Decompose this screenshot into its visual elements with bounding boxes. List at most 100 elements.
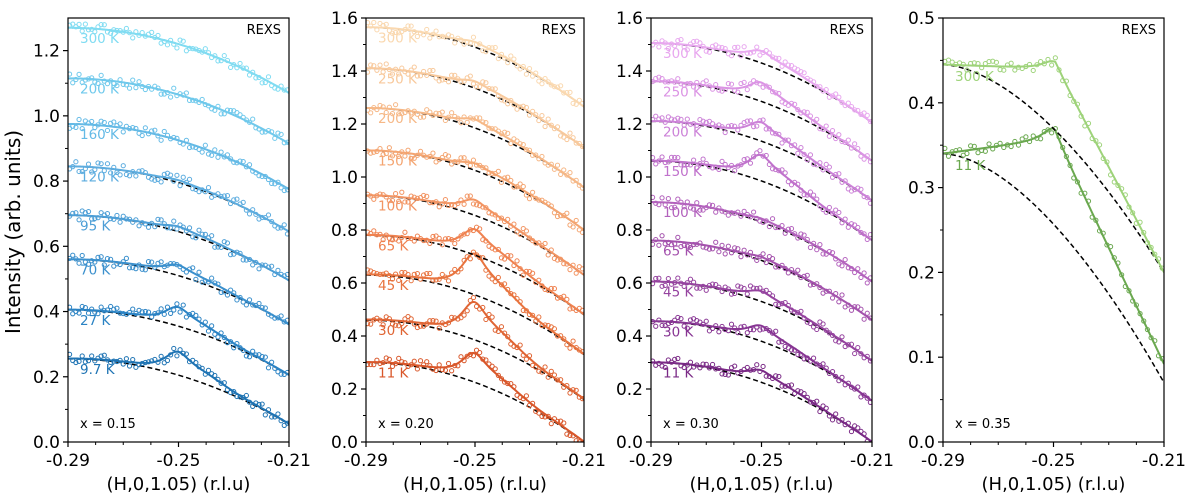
data-point (439, 242, 445, 248)
data-point (1144, 326, 1151, 333)
data-point (190, 186, 196, 192)
data-point (1074, 179, 1081, 185)
data-point (259, 129, 265, 135)
composition-label: x = 0.15 (80, 417, 136, 432)
data-point (867, 358, 872, 364)
data-point (234, 297, 240, 303)
data-point (205, 185, 212, 191)
data-point (1141, 318, 1147, 324)
data-point (227, 252, 234, 258)
data-point (389, 363, 396, 369)
data-point (458, 79, 464, 85)
data-point (798, 351, 804, 358)
data-point (542, 322, 548, 328)
data-point (224, 107, 231, 113)
data-point (168, 172, 174, 178)
data-point (1159, 265, 1164, 271)
data-point (377, 191, 383, 197)
data-point (773, 131, 779, 137)
data-point (130, 77, 136, 83)
data-point (377, 145, 383, 152)
data-point (722, 161, 728, 168)
data-point (697, 240, 703, 246)
data-point (149, 176, 155, 182)
data-point (659, 154, 665, 160)
data-point (111, 358, 117, 364)
series-250k (651, 74, 872, 165)
data-point (579, 307, 584, 313)
data-point (975, 61, 981, 67)
data-point (405, 23, 411, 29)
y-tick-label: 0.8 (33, 172, 60, 192)
data-point (807, 399, 814, 405)
data-point (1144, 239, 1151, 246)
data-point (526, 353, 533, 359)
data-point (199, 49, 205, 55)
data-point (517, 141, 523, 147)
data-point (514, 296, 520, 302)
y-tick-label: 0.1 (908, 348, 935, 368)
data-point (498, 255, 505, 261)
data-point (427, 318, 433, 324)
data-point (576, 182, 582, 188)
data-point (810, 355, 817, 361)
data-point (92, 167, 98, 173)
data-point (139, 132, 145, 139)
data-point (130, 35, 136, 41)
data-point (417, 114, 424, 120)
data-point (1001, 67, 1007, 73)
data-point (243, 207, 249, 213)
data-point (855, 344, 861, 351)
data-point (436, 235, 442, 241)
data-point (782, 265, 788, 272)
data-point (576, 140, 582, 147)
data-point (511, 184, 517, 190)
series-100k (651, 194, 872, 286)
data-point (68, 351, 73, 357)
data-point (573, 387, 579, 393)
data-point (1012, 138, 1018, 145)
data-point (554, 84, 561, 90)
series-70k (68, 252, 289, 326)
data-point (164, 304, 171, 310)
plot-area (943, 55, 1164, 384)
data-point (411, 271, 417, 277)
data-point (489, 276, 495, 282)
data-point (564, 172, 570, 178)
data-point (458, 315, 464, 321)
data-point (246, 399, 253, 405)
data-point (284, 87, 289, 93)
data-point (68, 22, 73, 28)
data-point (234, 393, 240, 400)
y-tick-label: 0.6 (33, 237, 60, 257)
data-point (536, 197, 542, 203)
data-point (183, 137, 189, 143)
data-point (193, 235, 199, 241)
data-point (706, 246, 713, 252)
y-tick-label: 1.2 (616, 115, 643, 135)
data-point (120, 129, 126, 135)
data-point (829, 250, 836, 256)
data-point (164, 357, 171, 364)
data-point (489, 211, 495, 217)
data-point (656, 202, 662, 208)
data-point (76, 116, 82, 123)
data-point (694, 362, 700, 368)
data-point (452, 266, 458, 273)
data-point (224, 292, 231, 298)
data-point (545, 322, 551, 329)
data-point (769, 293, 776, 299)
data-point (149, 220, 155, 226)
data-point (196, 269, 202, 275)
data-point (861, 231, 867, 237)
series-65k (651, 233, 872, 322)
data-point (817, 284, 823, 291)
data-point (371, 149, 377, 155)
data-point (101, 22, 107, 28)
data-point (377, 231, 383, 237)
x-tick-label: -0.29 (629, 451, 673, 471)
data-point (867, 159, 872, 165)
